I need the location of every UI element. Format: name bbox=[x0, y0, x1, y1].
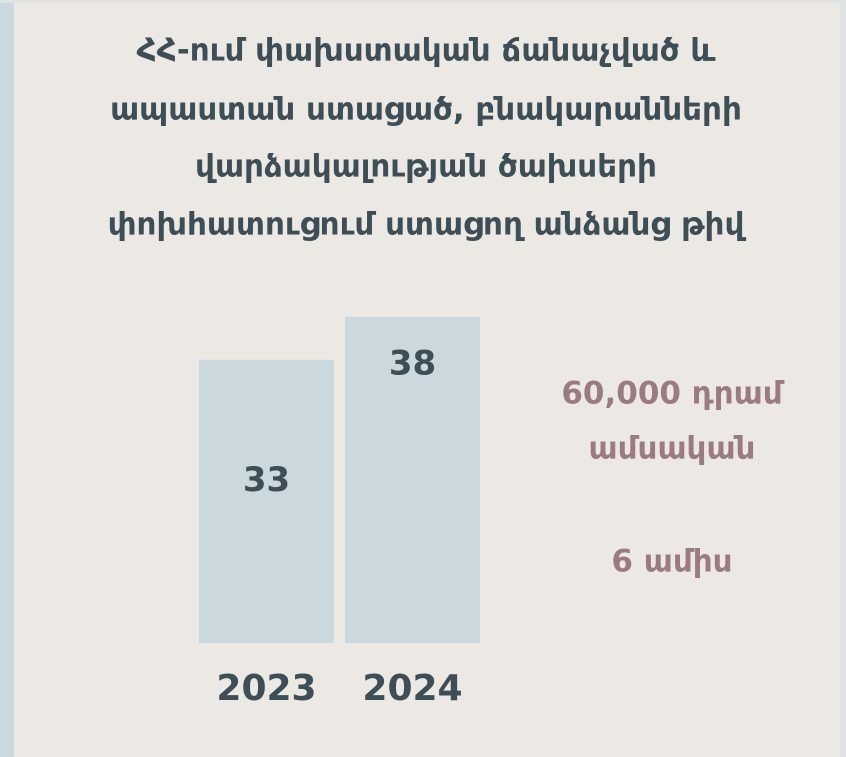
annotation: 60,000 դրամ bbox=[561, 376, 784, 412]
chart-title: վարձակալության ծախսերի bbox=[195, 149, 657, 185]
bar bbox=[345, 316, 480, 643]
top-strip bbox=[0, 0, 846, 3]
value-label: 33 bbox=[243, 460, 290, 500]
bar bbox=[199, 359, 334, 643]
chart-title: ապաստան ստացած, բնակարանների bbox=[110, 92, 742, 128]
x-tick-label: 2023 bbox=[216, 668, 316, 709]
annotation: 6 ամիս bbox=[611, 544, 732, 580]
chart-title: փոխհատուցում ստացող անձանց թիվ bbox=[108, 207, 747, 243]
annotation: ամսական bbox=[589, 431, 756, 467]
left-strip bbox=[0, 0, 14, 757]
x-tick-label: 2024 bbox=[362, 668, 462, 709]
chart-title: ՀՀ-ում փախստական ճանաչված և bbox=[136, 33, 716, 69]
right-strip bbox=[840, 0, 846, 757]
value-label: 38 bbox=[389, 343, 436, 383]
